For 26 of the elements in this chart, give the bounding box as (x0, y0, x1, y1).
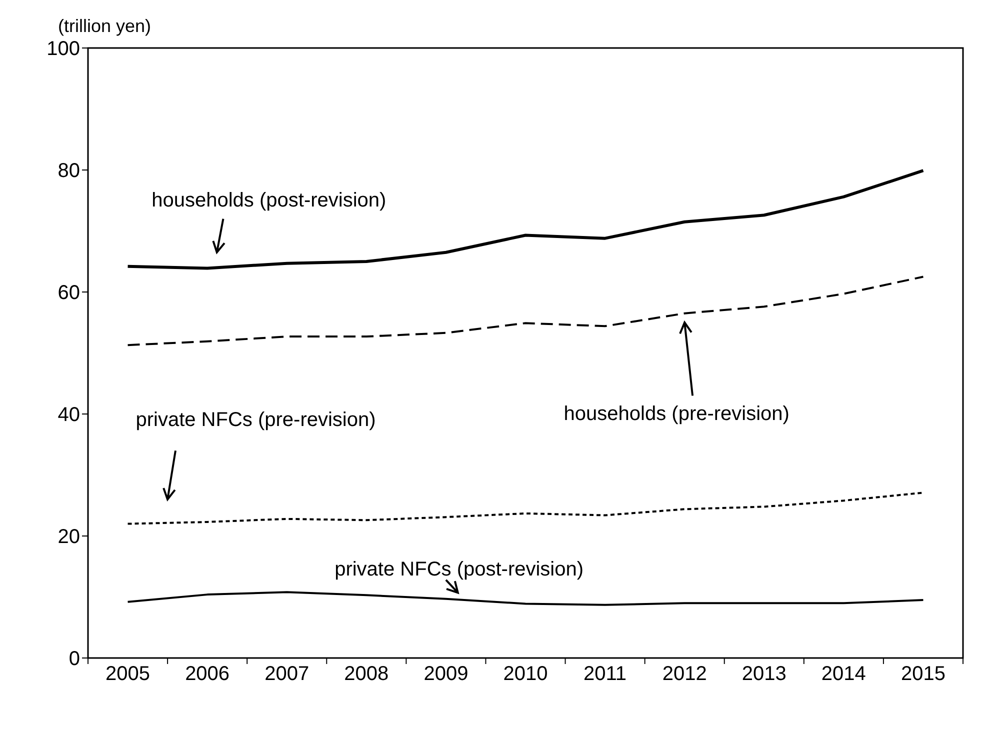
x-tick-label: 2009 (424, 663, 468, 686)
text: private NFCs (pre-revision) (136, 409, 376, 432)
line-series (126, 492, 924, 525)
y-tick-label: 0 (68, 648, 80, 670)
x-tick-label: 2014 (821, 663, 866, 686)
x-tick-label: 2005 (106, 663, 150, 686)
series-label: private NFCs (post-revision) (334, 558, 584, 581)
line-series (126, 169, 925, 270)
x-tick-label: 2006 (185, 663, 230, 686)
x-tick-label: 2007 (264, 663, 310, 686)
x-tick-label: 2011 (584, 663, 627, 686)
line-series (126, 591, 924, 606)
y-tick-label: 100 (46, 38, 80, 60)
x-tick-label: 2008 (344, 663, 389, 686)
line-series (126, 276, 924, 346)
y-tick-label: 40 (58, 404, 80, 426)
y-tick-label: 80 (58, 160, 80, 182)
x-tick-label: 2015 (900, 663, 946, 686)
text: households (pre-revision) (564, 403, 790, 426)
x-tick-label: 2010 (503, 663, 548, 686)
y-tick-label: 20 (58, 526, 80, 548)
y-axis-title: (trillion yen) (58, 16, 152, 36)
y-tick-label: 60 (58, 282, 80, 304)
x-tick-label: 2012 (662, 663, 707, 686)
x-tick-label: 2013 (742, 663, 786, 686)
text: households (post-revision) (152, 190, 386, 212)
